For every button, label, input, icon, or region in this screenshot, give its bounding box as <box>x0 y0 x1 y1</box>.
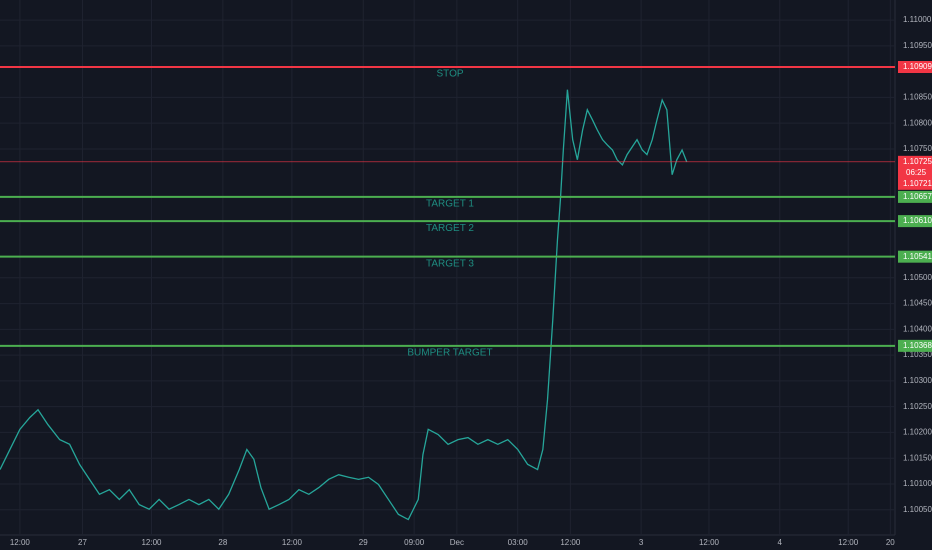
x-tick-label: 12:00 <box>282 538 303 547</box>
level-price: 1.10657 <box>903 192 932 201</box>
x-tick-label: 09:00 <box>404 538 425 547</box>
level-price: 1.10610 <box>903 216 932 225</box>
y-tick-label: 1.10400 <box>903 324 932 333</box>
price-line <box>0 89 688 521</box>
x-tick-label: 28 <box>218 538 227 547</box>
countdown: 06:25 <box>906 168 927 177</box>
x-tick-label: 03:00 <box>508 538 529 547</box>
level-price-box <box>898 215 932 228</box>
x-tick-label: 12:00 <box>141 538 162 547</box>
level-price: 1.10368 <box>903 341 932 350</box>
x-tick-label: 20 <box>886 538 895 547</box>
level-name: BUMPER TARGET <box>407 347 492 358</box>
level-name: STOP <box>436 69 463 80</box>
level-price: 1.10541 <box>903 252 932 261</box>
last-price: 1.10725 <box>903 157 932 166</box>
level-name: TARGET 1 <box>426 199 474 210</box>
x-tick-label: 12:00 <box>699 538 720 547</box>
y-tick-label: 1.10800 <box>903 118 932 127</box>
x-tick-label: 27 <box>78 538 87 547</box>
y-tick-label: 1.11000 <box>903 15 932 24</box>
level-name: TARGET 3 <box>426 258 474 269</box>
x-tick-label: 29 <box>359 538 368 547</box>
x-tick-label: 4 <box>778 538 783 547</box>
level-price-box <box>898 339 932 352</box>
x-tick-label: Dec <box>450 538 464 547</box>
y-tick-label: 1.10500 <box>903 273 932 282</box>
y-tick-label: 1.10950 <box>903 41 932 50</box>
x-tick-label: 12:00 <box>10 538 31 547</box>
second-price: 1.10721 <box>903 179 932 188</box>
y-tick-label: 1.10250 <box>903 402 932 411</box>
level-name: TARGET 2 <box>426 223 474 234</box>
x-tick-label: 3 <box>639 538 644 547</box>
x-tick-label: 12:00 <box>560 538 581 547</box>
y-tick-label: 1.10150 <box>903 453 932 462</box>
y-tick-label: 1.10850 <box>903 93 932 102</box>
level-price: 1.10909 <box>903 62 932 71</box>
y-tick-label: 1.10050 <box>903 505 932 514</box>
last-price-box <box>898 155 932 190</box>
level-price-box <box>898 190 932 203</box>
y-tick-label: 1.10200 <box>903 428 932 437</box>
y-tick-label: 1.10300 <box>903 376 932 385</box>
y-tick-label: 1.10350 <box>903 350 932 359</box>
y-tick-label: 1.10450 <box>903 299 932 308</box>
y-tick-label: 1.10100 <box>903 479 932 488</box>
x-tick-label: 12:00 <box>838 538 859 547</box>
level-price-box <box>898 61 932 74</box>
level-price-box <box>898 250 932 263</box>
y-tick-label: 1.10750 <box>903 144 932 153</box>
